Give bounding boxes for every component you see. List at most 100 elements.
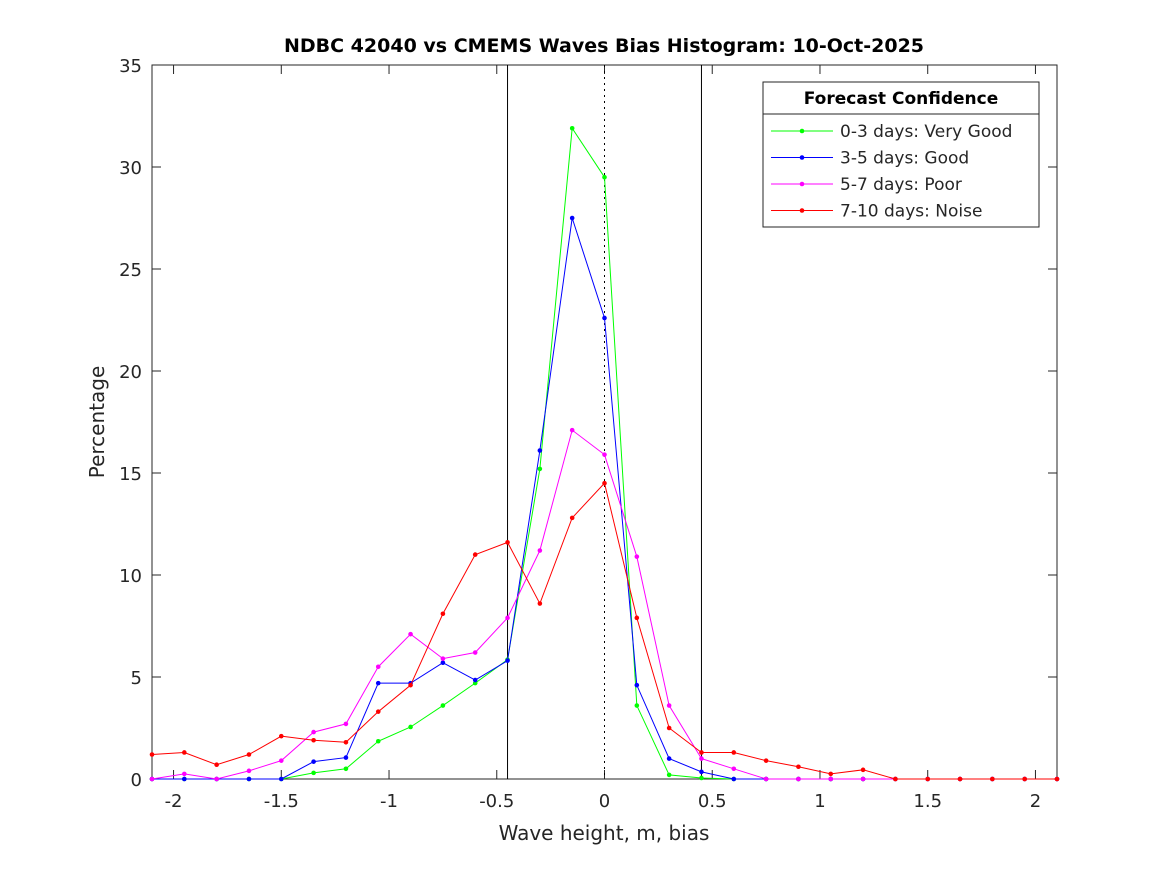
data-point: [796, 776, 801, 782]
y-tick-label: 10: [119, 566, 142, 587]
data-point: [699, 756, 704, 761]
data-point: [957, 776, 963, 782]
chart-title: NDBC 42040 vs CMEMS Waves Bias Histogram…: [284, 35, 924, 57]
data-point: [602, 315, 607, 321]
data-point: [408, 682, 413, 688]
data-point: [1054, 776, 1060, 782]
data-point: [569, 515, 575, 521]
legend-label: 5-7 days: Poor: [840, 175, 962, 195]
data-point: [343, 766, 349, 772]
data-point: [990, 776, 995, 782]
data-point: [569, 427, 575, 433]
data-point: [537, 548, 543, 553]
data-point: [666, 772, 672, 778]
data-point: [634, 682, 640, 688]
data-point: [666, 725, 672, 731]
y-tick-label: 0: [131, 770, 142, 791]
x-tick-label: 0.5: [698, 791, 727, 812]
data-point: [343, 739, 349, 745]
data-point: [149, 752, 155, 757]
data-point: [375, 680, 381, 686]
data-point: [278, 733, 284, 739]
data-point: [925, 776, 931, 782]
x-axis-label: Wave height, m, bias: [499, 821, 710, 845]
legend-label: 7-10 days: Noise: [840, 202, 982, 222]
reference-lines: [507, 65, 702, 779]
data-point: [699, 769, 704, 775]
data-point: [311, 759, 316, 764]
data-point: [214, 776, 219, 782]
data-point: [505, 658, 510, 663]
legend-label: 3-5 days: Good: [840, 149, 969, 169]
data-point: [343, 721, 349, 727]
y-tick-label: 20: [119, 362, 142, 383]
data-point: [182, 750, 187, 755]
legend-marker: [799, 155, 805, 160]
data-point: [440, 611, 446, 617]
series-lines: [149, 125, 1060, 782]
data-point: [666, 756, 672, 761]
data-point: [182, 776, 187, 782]
legend: Forecast Confidence 0-3 days: Very Good 3…: [762, 81, 1040, 228]
data-point: [537, 448, 543, 453]
data-point: [472, 677, 478, 683]
y-tick-label: 15: [119, 464, 142, 485]
data-point: [860, 767, 866, 773]
data-point: [311, 770, 316, 776]
data-point: [472, 552, 478, 557]
data-point: [505, 540, 510, 545]
x-tick-label: -2: [165, 791, 183, 812]
data-point: [731, 750, 737, 755]
data-point: [763, 776, 769, 782]
legend-label: 0-3 days: Very Good: [840, 122, 1012, 142]
data-point: [634, 554, 640, 559]
data-point: [246, 752, 252, 757]
x-tick-label: -0.5: [479, 791, 514, 812]
data-point: [537, 466, 543, 472]
data-point: [311, 729, 316, 735]
data-point: [602, 174, 607, 180]
data-point: [375, 709, 381, 714]
x-tick-label: -1: [380, 791, 398, 812]
data-point: [1022, 776, 1027, 782]
data-point: [343, 755, 349, 760]
data-point: [634, 703, 640, 708]
data-point: [828, 771, 834, 777]
data-point: [440, 656, 446, 661]
y-axis-label: Percentage: [85, 366, 109, 479]
legend-box: [762, 81, 1040, 228]
data-point: [569, 125, 575, 131]
data-point: [634, 615, 640, 621]
data-point: [828, 776, 834, 782]
x-tick-label: 0: [599, 791, 610, 812]
data-point: [699, 750, 704, 755]
data-point: [149, 776, 155, 782]
data-point: [246, 768, 252, 774]
data-point: [731, 776, 737, 782]
legend-marker: [799, 128, 805, 134]
x-tick-label: 1: [814, 791, 825, 812]
data-point: [182, 771, 187, 777]
data-point: [278, 758, 284, 763]
data-point: [408, 631, 413, 637]
data-point: [860, 776, 866, 782]
data-point: [440, 703, 446, 708]
x-tick-label: 2: [1030, 791, 1041, 812]
data-point: [666, 703, 672, 708]
data-point: [602, 480, 607, 486]
data-point: [796, 764, 801, 770]
legend-title: Forecast Confidence: [804, 89, 999, 109]
y-tick-label: 30: [119, 158, 142, 179]
x-tick-label: 1.5: [913, 791, 942, 812]
data-point: [763, 758, 769, 763]
data-point: [699, 775, 704, 781]
y-tick-label: 35: [119, 56, 142, 77]
data-point: [246, 776, 252, 782]
y-tick-label: 25: [119, 260, 142, 281]
legend-marker: [799, 208, 805, 213]
data-point: [569, 215, 575, 221]
x-tick-label: -1.5: [264, 791, 299, 812]
data-point: [408, 724, 413, 730]
data-point: [537, 601, 543, 606]
